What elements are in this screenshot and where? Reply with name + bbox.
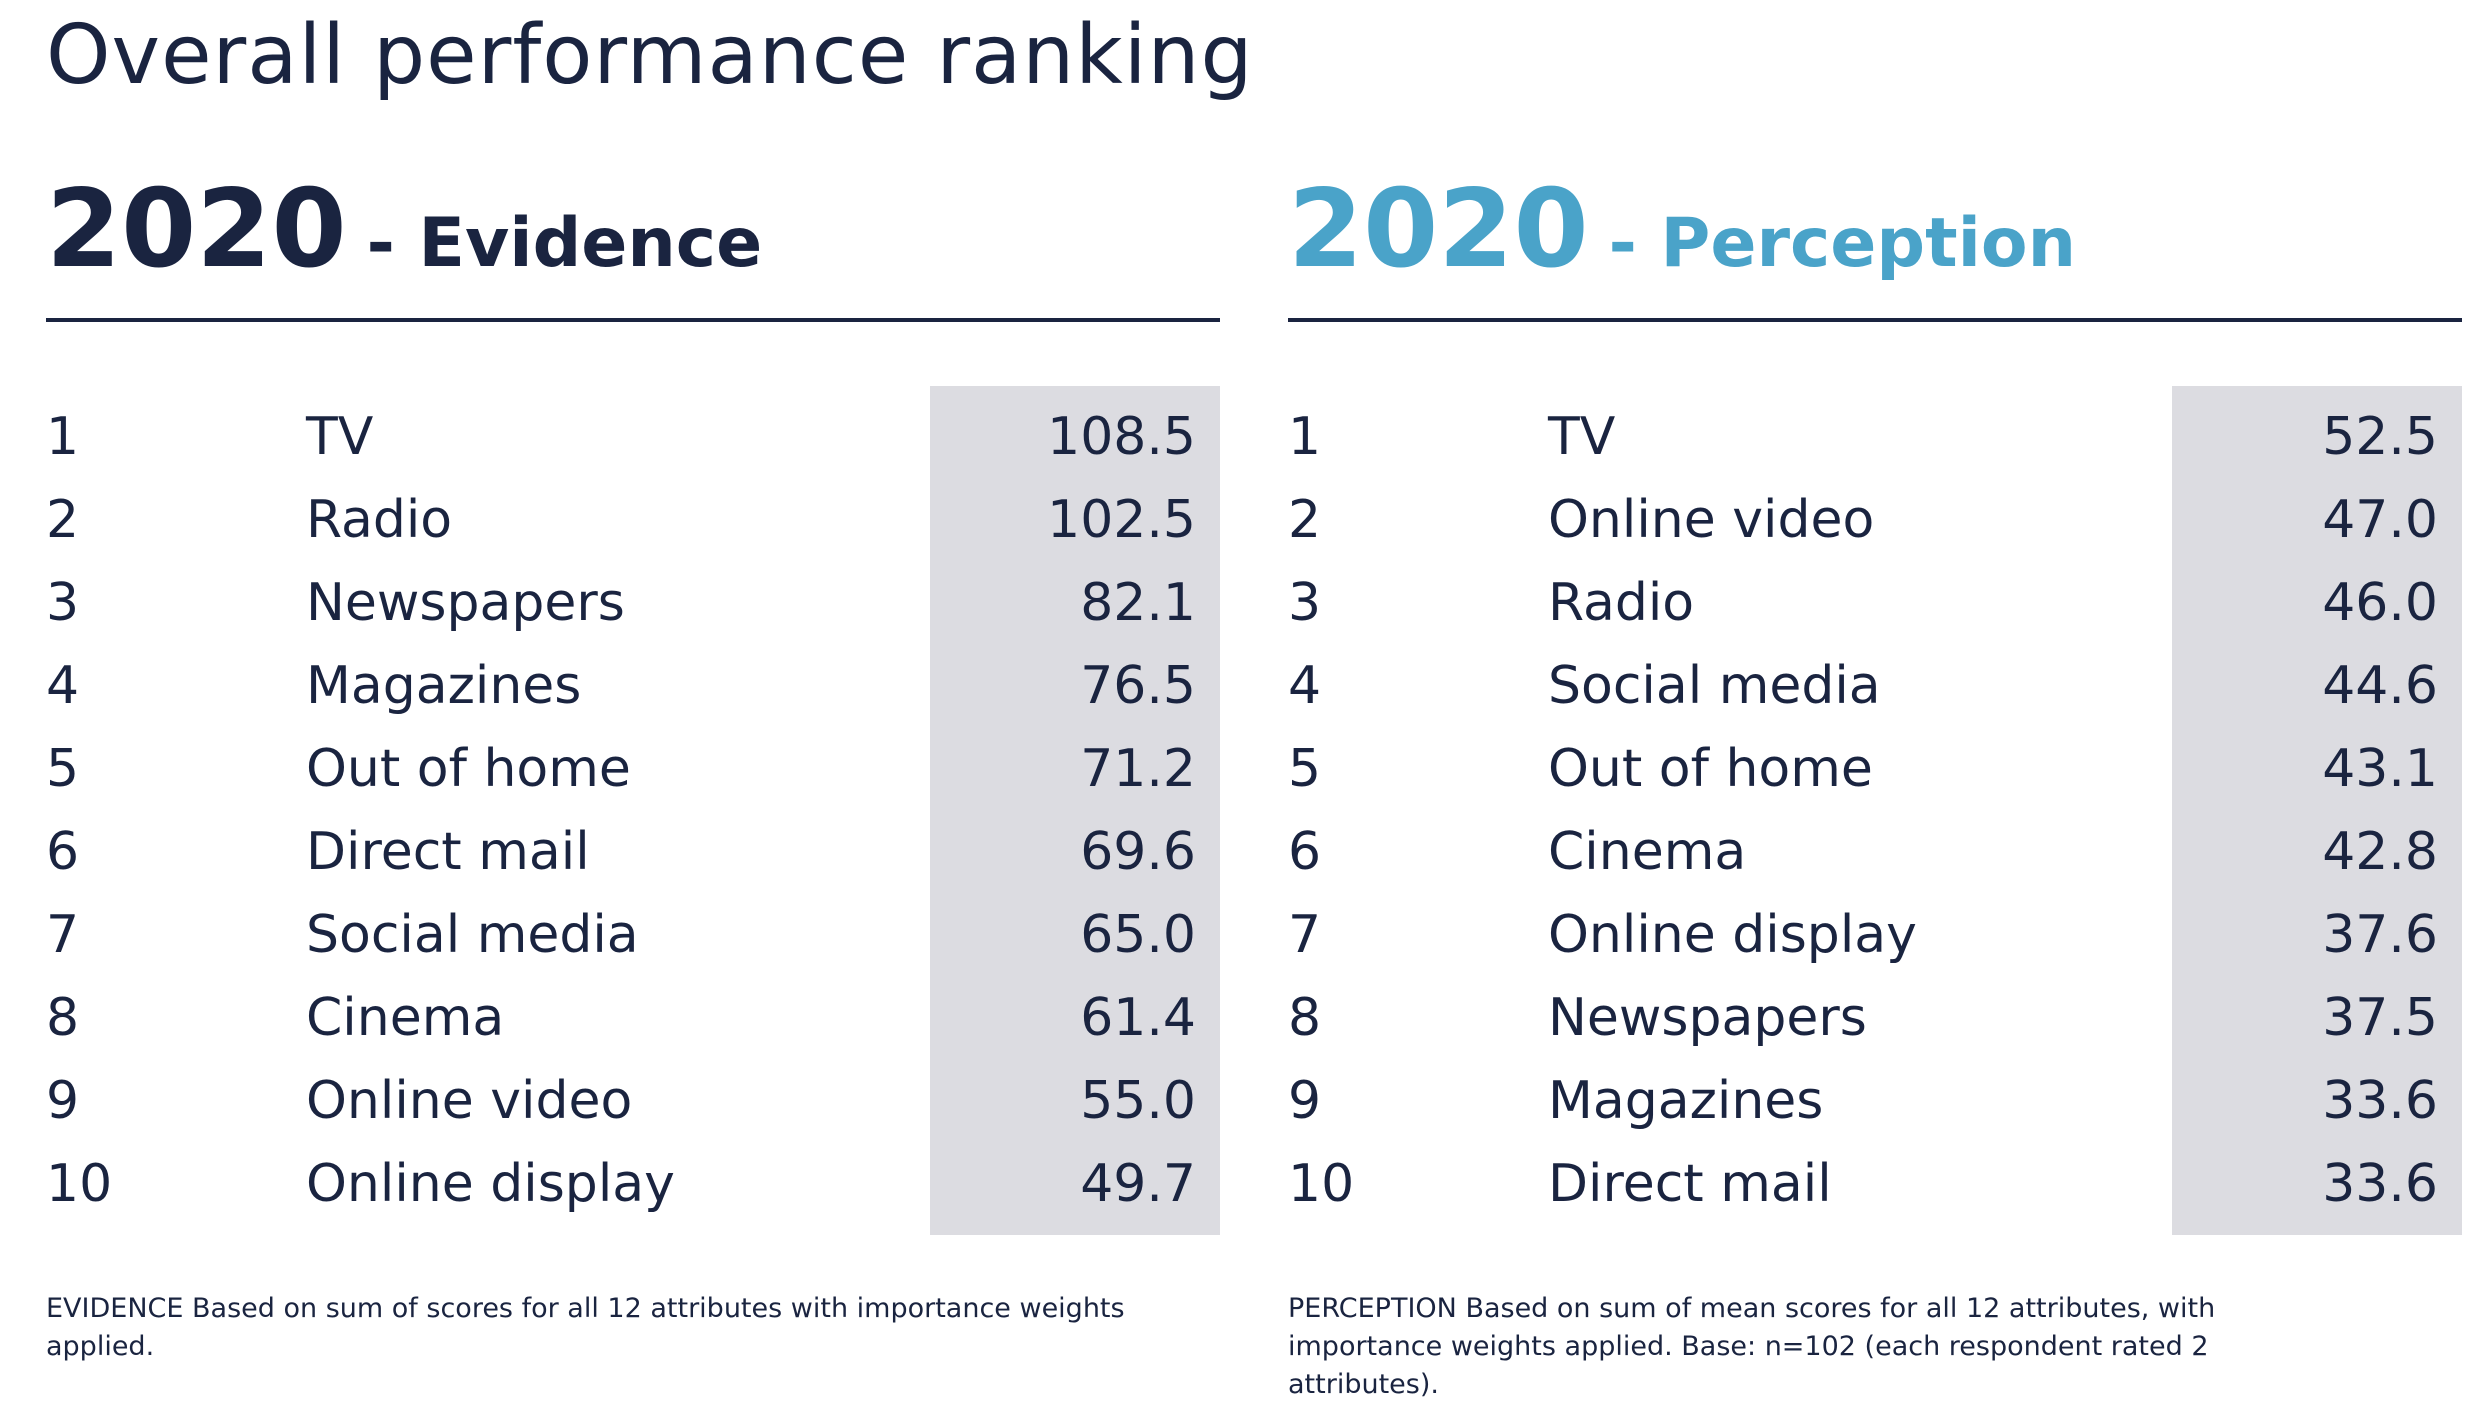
- rank-number: 2: [1288, 490, 1322, 550]
- perception-heading: 2020- Perception: [1288, 160, 2076, 300]
- score-value: 42.8: [2322, 822, 2438, 882]
- ranking-row: 3 Newspapers 82.1: [46, 562, 1220, 645]
- score-value: 69.6: [1080, 822, 1196, 882]
- score-value: 82.1: [1080, 573, 1196, 633]
- media-name: Online display: [306, 1154, 675, 1214]
- score-value: 65.0: [1080, 905, 1196, 965]
- rank-number: 9: [1288, 1071, 1322, 1131]
- perception-heading-subtitle: - Perception: [1608, 204, 2077, 283]
- perception-table: 1 TV 52.5 2 Online video 47.0 3 Radio 46.0 4 Socia…: [1288, 386, 2462, 1235]
- rank-number: 4: [1288, 656, 1322, 716]
- media-name: TV: [1548, 407, 1616, 467]
- ranking-row: 3 Radio 46.0: [1288, 562, 2462, 645]
- ranking-row: 10 Online display 49.7: [46, 1143, 1220, 1226]
- media-name: Magazines: [306, 656, 582, 716]
- score-value: 76.5: [1080, 656, 1196, 716]
- media-name: Direct mail: [1548, 1154, 1832, 1214]
- evidence-panel: 2020- Evidence 1 TV 108.5 2 Radio 102.5 3 Newsp…: [46, 160, 1220, 1245]
- ranking-row: 1 TV 52.5: [1288, 396, 2462, 479]
- rank-number: 5: [46, 739, 80, 799]
- media-name: Out of home: [306, 739, 631, 799]
- evidence-divider: [46, 318, 1220, 322]
- score-value: 102.5: [1047, 490, 1196, 550]
- ranking-row: 7 Social media 65.0: [46, 894, 1220, 977]
- score-value: 71.2: [1080, 739, 1196, 799]
- ranking-row: 8 Cinema 61.4: [46, 977, 1220, 1060]
- media-name: Radio: [1548, 573, 1695, 633]
- score-value: 55.0: [1080, 1071, 1196, 1131]
- score-value: 37.6: [2322, 905, 2438, 965]
- perception-divider: [1288, 318, 2462, 322]
- media-name: TV: [306, 407, 374, 467]
- perception-footnote: PERCEPTION Based on sum of mean scores f…: [1288, 1293, 2216, 1400]
- ranking-row: 6 Cinema 42.8: [1288, 811, 2462, 894]
- rank-number: 9: [46, 1071, 80, 1131]
- score-value: 52.5: [2322, 407, 2438, 467]
- evidence-heading-subtitle: - Evidence: [366, 204, 763, 283]
- evidence-table: 1 TV 108.5 2 Radio 102.5 3 Newspapers 82.1 4 Magaz…: [46, 386, 1220, 1235]
- media-name: Newspapers: [306, 573, 625, 633]
- score-value: 47.0: [2322, 490, 2438, 550]
- evidence-value-band: [930, 386, 1220, 1235]
- rank-number: 10: [46, 1154, 113, 1214]
- ranking-row: 2 Online video 47.0: [1288, 479, 2462, 562]
- ranking-row: 4 Magazines 76.5: [46, 645, 1220, 728]
- perception-panel: 2020- Perception 1 TV 52.5 2 Online video 47.…: [1288, 160, 2462, 1245]
- score-value: 61.4: [1080, 988, 1196, 1048]
- ranking-row: 5 Out of home 71.2: [46, 728, 1220, 811]
- perception-heading-year: 2020: [1288, 167, 1589, 292]
- media-name: Newspapers: [1548, 988, 1867, 1048]
- media-name: Direct mail: [306, 822, 590, 882]
- score-value: 44.6: [2322, 656, 2438, 716]
- evidence-heading: 2020- Evidence: [46, 160, 762, 300]
- score-value: 43.1: [2322, 739, 2438, 799]
- ranking-row: 6 Direct mail 69.6: [46, 811, 1220, 894]
- rank-number: 7: [1288, 905, 1322, 965]
- ranking-row: 10 Direct mail 33.6: [1288, 1143, 2462, 1226]
- rank-number: 5: [1288, 739, 1322, 799]
- media-name: Cinema: [1548, 822, 1747, 882]
- rank-number: 3: [1288, 573, 1322, 633]
- rank-number: 8: [1288, 988, 1322, 1048]
- media-name: Social media: [306, 905, 639, 965]
- media-name: Social media: [1548, 656, 1881, 716]
- media-name: Online video: [1548, 490, 1875, 550]
- rank-number: 6: [1288, 822, 1322, 882]
- media-name: Magazines: [1548, 1071, 1824, 1131]
- rank-number: 10: [1288, 1154, 1355, 1214]
- rank-number: 1: [1288, 407, 1322, 467]
- rank-number: 6: [46, 822, 80, 882]
- score-value: 108.5: [1047, 407, 1196, 467]
- rank-number: 7: [46, 905, 80, 965]
- ranking-row: 1 TV 108.5: [46, 396, 1220, 479]
- rank-number: 8: [46, 988, 80, 1048]
- ranking-row: 5 Out of home 43.1: [1288, 728, 2462, 811]
- media-name: Online video: [306, 1071, 633, 1131]
- rank-number: 1: [46, 407, 80, 467]
- ranking-row: 9 Online video 55.0: [46, 1060, 1220, 1143]
- media-name: Cinema: [306, 988, 505, 1048]
- score-value: 49.7: [1080, 1154, 1196, 1214]
- rank-number: 3: [46, 573, 80, 633]
- media-name: Out of home: [1548, 739, 1873, 799]
- score-value: 46.0: [2322, 573, 2438, 633]
- evidence-footnote: EVIDENCE Based on sum of scores for all …: [46, 1293, 1125, 1362]
- perception-value-band: [2172, 386, 2462, 1235]
- score-value: 37.5: [2322, 988, 2438, 1048]
- page-title: Overall performance ranking: [46, 8, 1254, 103]
- score-value: 33.6: [2322, 1071, 2438, 1131]
- evidence-heading-year: 2020: [46, 167, 347, 292]
- media-name: Online display: [1548, 905, 1917, 965]
- media-name: Radio: [306, 490, 453, 550]
- rank-number: 4: [46, 656, 80, 716]
- ranking-row: 7 Online display 37.6: [1288, 894, 2462, 977]
- rank-number: 2: [46, 490, 80, 550]
- ranking-row: 8 Newspapers 37.5: [1288, 977, 2462, 1060]
- ranking-row: 4 Social media 44.6: [1288, 645, 2462, 728]
- ranking-row: 2 Radio 102.5: [46, 479, 1220, 562]
- score-value: 33.6: [2322, 1154, 2438, 1214]
- ranking-row: 9 Magazines 33.6: [1288, 1060, 2462, 1143]
